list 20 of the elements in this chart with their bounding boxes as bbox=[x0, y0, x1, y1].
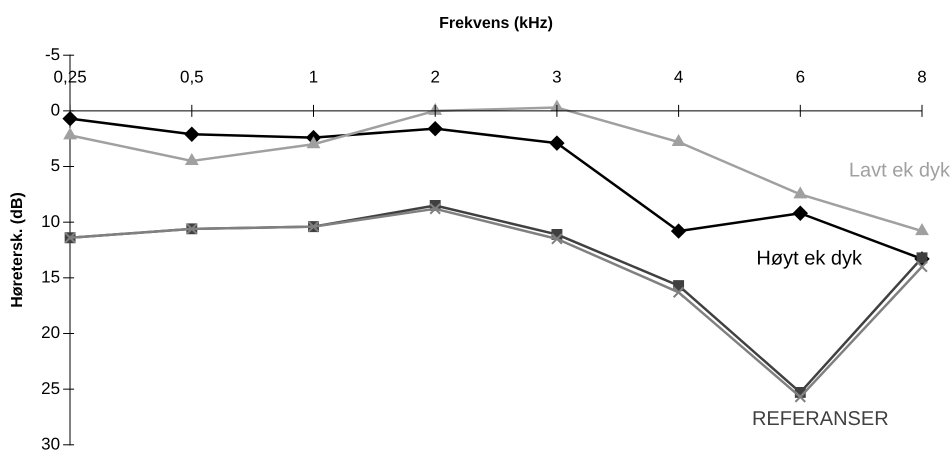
y-tick-label: -5 bbox=[44, 44, 60, 64]
x-tick-label: 1 bbox=[308, 68, 318, 87]
x-tick-label: 4 bbox=[674, 68, 684, 87]
x-tick-label: 0,5 bbox=[180, 68, 204, 87]
x-tick-label: 2 bbox=[430, 68, 440, 87]
x-tick-label: 6 bbox=[796, 68, 806, 87]
series-label: Lavt ek dyk bbox=[848, 160, 951, 182]
y-tick-label: 20 bbox=[41, 323, 60, 342]
x-tick-label: 8 bbox=[917, 68, 927, 87]
series-label: REFERANSER bbox=[752, 408, 889, 430]
y-tick-label: 10 bbox=[41, 212, 60, 231]
y-tick-label: 15 bbox=[41, 268, 60, 287]
x-axis-title: Frekvens (kHz) bbox=[439, 15, 553, 32]
series-label: Høyt ek dyk bbox=[756, 247, 863, 270]
y-tick-label: 25 bbox=[41, 378, 60, 398]
y-tick-label: 5 bbox=[50, 156, 60, 176]
y-tick-label: 0 bbox=[50, 100, 60, 120]
y-tick-label: 30 bbox=[41, 434, 60, 454]
y-axis-title: Høretersk. (dB) bbox=[9, 192, 26, 308]
x-tick-label: 3 bbox=[552, 68, 562, 87]
